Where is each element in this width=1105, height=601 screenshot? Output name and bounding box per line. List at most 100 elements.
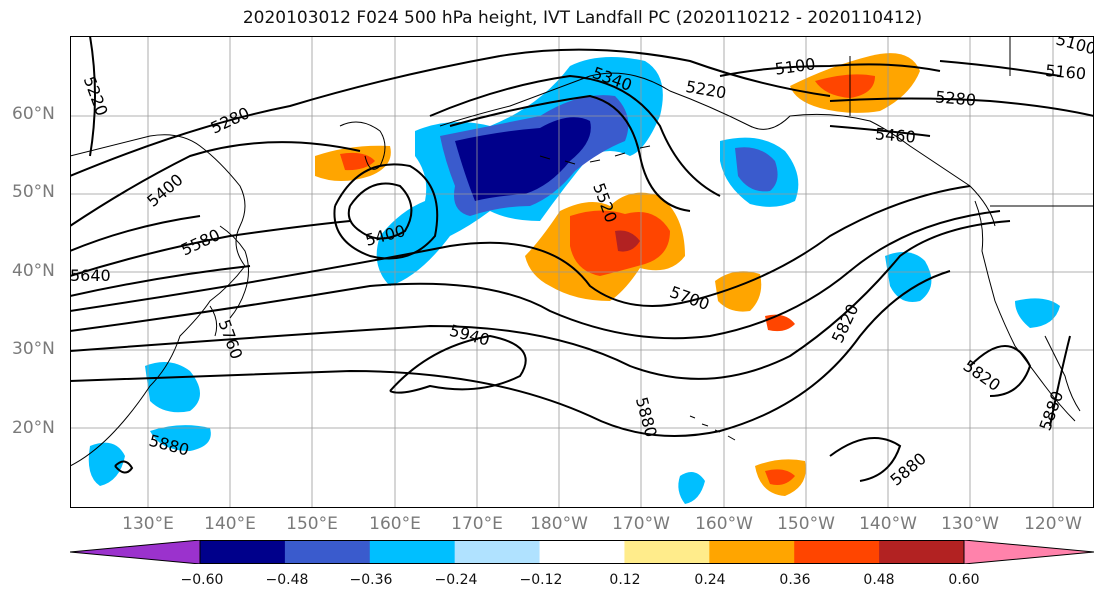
colorbar-segment xyxy=(879,540,965,564)
contour-5460 xyxy=(70,215,201,252)
colorbar-tick-label: −0.12 xyxy=(519,572,563,588)
contour-5880 xyxy=(70,270,951,437)
contour-small-low xyxy=(114,460,134,474)
coast-alaska xyxy=(439,72,996,227)
map-panel: 5220 5280 5400 5580 5640 5760 5340 5220 … xyxy=(70,36,1094,508)
colorbar-segment xyxy=(369,540,456,564)
contour-5880-south xyxy=(829,437,902,482)
colorbar-tick-label: 0.60 xyxy=(948,572,980,588)
contour-label: 5820 xyxy=(960,356,1004,395)
contour-5220-north xyxy=(499,48,831,97)
contour-5160 xyxy=(939,60,1061,77)
colorbar-tick-label: 0.36 xyxy=(779,572,811,588)
contour-label: 5700 xyxy=(667,282,712,314)
contour-5640 xyxy=(70,265,251,297)
lon-label-170w: 170°W xyxy=(612,514,670,534)
colorbar-segment xyxy=(454,540,541,564)
shade-negative-east-core xyxy=(735,147,778,192)
contour-label: 5580 xyxy=(178,225,223,259)
contour-5220-west xyxy=(89,36,96,157)
contour-5820 xyxy=(70,220,1011,380)
lon-label-120w: 120°W xyxy=(1024,514,1082,534)
colorbar-tick-label: −0.36 xyxy=(349,572,393,588)
contour-5820-east xyxy=(969,345,1032,397)
contour-5940 xyxy=(389,334,527,394)
contour-label: 5640 xyxy=(70,266,111,285)
lon-label-160e: 160°E xyxy=(369,514,421,534)
contour-label: 5160 xyxy=(1045,61,1087,83)
contour-5700 xyxy=(70,185,971,312)
shade-positive-small xyxy=(765,314,795,332)
shade-positive-west-core xyxy=(340,152,375,171)
lat-label-30n: 30°N xyxy=(12,339,55,359)
lon-label-140w: 140°W xyxy=(859,514,917,534)
contour-low-center xyxy=(347,182,413,240)
lat-label-20n: 20°N xyxy=(12,418,55,438)
map-svg: 5220 5280 5400 5580 5640 5760 5340 5220 … xyxy=(70,36,1094,508)
colorbar-tick-label: 0.24 xyxy=(694,572,726,588)
contour-5280-east xyxy=(829,97,1094,117)
colorbar-segment xyxy=(539,540,625,564)
colorbar-tick-label: 0.48 xyxy=(863,572,895,588)
shade-positive-south-core xyxy=(765,469,795,485)
contour-5280 xyxy=(70,55,501,177)
colorbar-segment xyxy=(200,540,286,564)
contour-5760 xyxy=(70,210,1001,340)
coast-baja xyxy=(1044,335,1081,412)
colorbar xyxy=(70,540,1094,564)
colorbar-tick-label: −0.48 xyxy=(265,572,309,588)
colorbar-tick-label: −0.24 xyxy=(434,572,478,588)
shade-negative-coast xyxy=(1015,298,1060,328)
contour-label: 5880 xyxy=(1035,388,1067,433)
shade-positive-central-dark xyxy=(615,230,640,252)
contour-5400-west xyxy=(70,141,361,227)
lon-label-180w: 180°W xyxy=(530,514,588,534)
colorbar-tick-label: 0.12 xyxy=(609,572,641,588)
contour-5580 xyxy=(70,220,351,277)
shade-negative-west-sub3 xyxy=(150,425,211,451)
coast-aleutians xyxy=(539,145,651,165)
coast-hawaii xyxy=(689,415,736,441)
colorbar-segment xyxy=(794,540,880,564)
contour-label: 5280 xyxy=(935,87,977,109)
contour-label: 5880 xyxy=(886,449,929,490)
lon-label-130w: 130°W xyxy=(941,514,999,534)
map-title: 2020103012 F024 500 hPa height, IVT Land… xyxy=(242,8,923,28)
shade-negative-west-sub xyxy=(145,362,200,413)
contour-5100 xyxy=(719,63,941,77)
colorbar-segment xyxy=(624,540,710,564)
contour-5880-east xyxy=(1049,335,1071,427)
shade-negative-west-sub2 xyxy=(88,442,125,486)
lat-label-60n: 60°N xyxy=(12,104,55,124)
coast-japan xyxy=(209,225,249,337)
colorbar-outline xyxy=(199,540,965,564)
lat-label-50n: 50°N xyxy=(12,182,55,202)
shaded-anomaly-regions xyxy=(88,53,1060,504)
coast-na-west xyxy=(974,200,1076,422)
colorbar-segments xyxy=(70,540,1094,564)
contour-trough-1 xyxy=(449,94,691,212)
contour-label: 5220 xyxy=(80,74,112,119)
contour-label: 5100 xyxy=(1054,36,1094,58)
height-contours xyxy=(70,36,1094,482)
colorbar-tick-label: −0.60 xyxy=(180,572,224,588)
lon-label-170e: 170°E xyxy=(451,514,503,534)
shade-negative-south xyxy=(678,472,705,504)
colorbar-segment xyxy=(284,540,371,564)
lon-label-150w: 150°W xyxy=(777,514,835,534)
shade-positive-ne-core xyxy=(815,74,875,98)
colorbar-extend-min xyxy=(70,540,201,564)
lat-label-40n: 40°N xyxy=(12,261,55,281)
shade-negative-subtropic xyxy=(885,252,932,302)
contour-5400-east xyxy=(829,125,931,137)
lon-label-160w: 160°W xyxy=(695,514,753,534)
colorbar-segment xyxy=(709,540,795,564)
lon-label-130e: 130°E xyxy=(122,514,174,534)
shade-negative-darkest xyxy=(455,117,591,201)
lon-label-140e: 140°E xyxy=(204,514,256,534)
contour-low-outer xyxy=(333,163,439,260)
colorbar-extend-max xyxy=(963,540,1094,564)
contour-label: 5100 xyxy=(774,54,817,78)
lon-label-150e: 150°E xyxy=(286,514,338,534)
contour-trough-2 xyxy=(429,74,721,197)
